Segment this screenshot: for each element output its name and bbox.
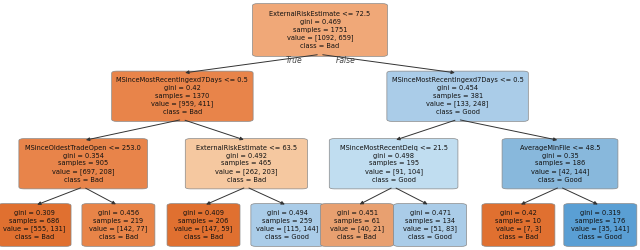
Text: MSinceMostRecentDelq <= 21.5
gini = 0.498
samples = 195
value = [91, 104]
class : MSinceMostRecentDelq <= 21.5 gini = 0.49… bbox=[340, 145, 447, 182]
FancyBboxPatch shape bbox=[329, 138, 458, 189]
Text: gini = 0.471
samples = 134
value = [51, 83]
class = Good: gini = 0.471 samples = 134 value = [51, … bbox=[403, 210, 457, 240]
FancyBboxPatch shape bbox=[251, 204, 324, 246]
Text: gini = 0.42
samples = 10
value = [7, 3]
class = Bad: gini = 0.42 samples = 10 value = [7, 3] … bbox=[495, 210, 541, 240]
Text: gini = 0.451
samples = 61
value = [40, 21]
class = Bad: gini = 0.451 samples = 61 value = [40, 2… bbox=[330, 210, 384, 240]
FancyBboxPatch shape bbox=[482, 204, 555, 246]
FancyBboxPatch shape bbox=[111, 71, 253, 122]
FancyBboxPatch shape bbox=[167, 204, 240, 246]
Text: ExternalRiskEstimate <= 72.5
gini = 0.469
samples = 1751
value = [1092, 659]
cla: ExternalRiskEstimate <= 72.5 gini = 0.46… bbox=[269, 11, 371, 49]
FancyBboxPatch shape bbox=[252, 4, 388, 56]
FancyBboxPatch shape bbox=[186, 138, 307, 189]
Text: gini = 0.409
samples = 206
value = [147, 59]
class = Bad: gini = 0.409 samples = 206 value = [147,… bbox=[174, 210, 233, 240]
Text: MSinceMostRecentIngexd7Days <= 0.5
gini = 0.42
samples = 1370
value = [959, 411]: MSinceMostRecentIngexd7Days <= 0.5 gini … bbox=[116, 78, 248, 115]
Text: gini = 0.319
samples = 176
value = [35, 141]
class = Good: gini = 0.319 samples = 176 value = [35, … bbox=[572, 210, 629, 240]
FancyBboxPatch shape bbox=[394, 204, 467, 246]
FancyBboxPatch shape bbox=[387, 71, 528, 122]
Text: gini = 0.494
samples = 259
value = [115, 144]
class = Good: gini = 0.494 samples = 259 value = [115,… bbox=[256, 210, 319, 240]
Text: gini = 0.309
samples = 686
value = [555, 131]
class = Bad: gini = 0.309 samples = 686 value = [555,… bbox=[3, 210, 66, 240]
FancyBboxPatch shape bbox=[321, 204, 394, 246]
Text: False: False bbox=[335, 56, 356, 65]
FancyBboxPatch shape bbox=[82, 204, 155, 246]
FancyBboxPatch shape bbox=[564, 204, 637, 246]
Text: ExternalRiskEstimate <= 63.5
gini = 0.492
samples = 465
value = [262, 203]
class: ExternalRiskEstimate <= 63.5 gini = 0.49… bbox=[196, 145, 297, 182]
Text: gini = 0.456
samples = 219
value = [142, 77]
class = Bad: gini = 0.456 samples = 219 value = [142,… bbox=[89, 210, 148, 240]
FancyBboxPatch shape bbox=[19, 138, 148, 189]
Text: AverageMInFile <= 48.5
gini = 0.35
samples = 186
value = [42, 144]
class = Good: AverageMInFile <= 48.5 gini = 0.35 sampl… bbox=[520, 145, 600, 182]
FancyBboxPatch shape bbox=[502, 138, 618, 189]
FancyBboxPatch shape bbox=[0, 204, 71, 246]
Text: True: True bbox=[286, 56, 303, 65]
Text: MSinceMostRecentIngexd7Days <= 0.5
gini = 0.454
samples = 381
value = [133, 248]: MSinceMostRecentIngexd7Days <= 0.5 gini … bbox=[392, 78, 524, 115]
Text: MSinceOldestTradeOpen <= 253.0
gini = 0.354
samples = 905
value = [697, 208]
cla: MSinceOldestTradeOpen <= 253.0 gini = 0.… bbox=[25, 145, 141, 182]
